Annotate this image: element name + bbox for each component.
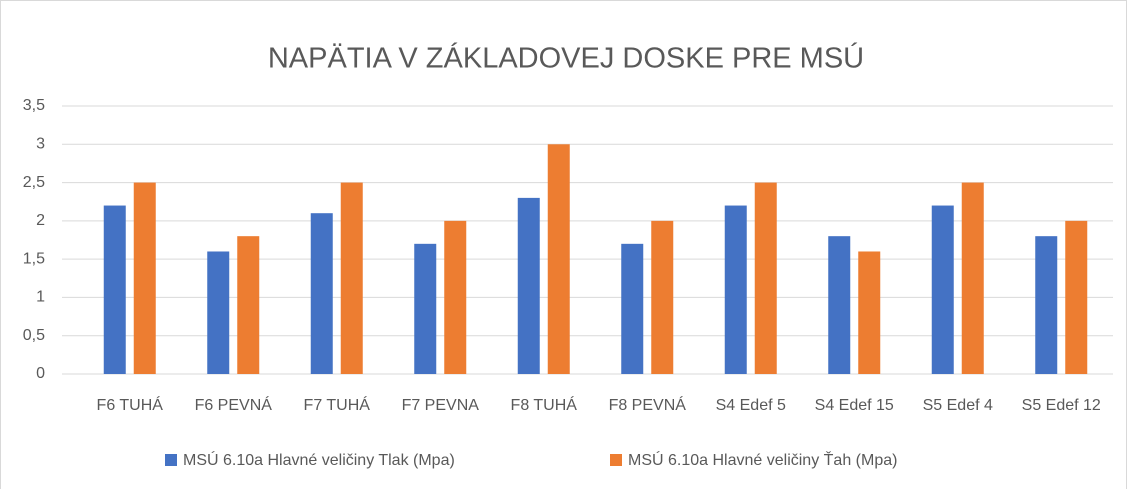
x-tick-label: F7 PEVNA <box>402 397 480 414</box>
y-tick-label: 2,5 <box>23 174 45 191</box>
bar <box>858 251 881 374</box>
y-tick-label: 3 <box>36 136 45 153</box>
x-tick-label: S5 Edef 12 <box>1022 397 1101 414</box>
legend-swatch <box>165 454 177 466</box>
bar <box>621 243 644 374</box>
x-tick-label: F8 TUHÁ <box>511 395 578 414</box>
bar <box>444 220 467 374</box>
bar <box>931 205 954 374</box>
y-tick-label: 2 <box>36 212 45 229</box>
bar <box>237 236 260 374</box>
bar <box>133 182 156 374</box>
bar <box>340 182 363 374</box>
bar <box>1065 220 1088 374</box>
bar <box>310 213 333 374</box>
x-tick-label: F8 PEVNÁ <box>609 395 687 414</box>
legend-label: MSÚ 6.10a Hlavné veličiny Ťah (Mpa) <box>628 450 897 469</box>
legend-label: MSÚ 6.10a Hlavné veličiny Tlak (Mpa) <box>183 450 455 469</box>
x-tick-label: S4 Edef 5 <box>716 397 786 414</box>
x-tick-label: F7 TUHÁ <box>304 395 371 414</box>
bar <box>1035 236 1058 374</box>
y-tick-label: 1,5 <box>23 250 45 267</box>
x-tick-label: F6 PEVNÁ <box>195 395 273 414</box>
x-tick-label: S4 Edef 15 <box>815 397 894 414</box>
bar <box>828 236 851 374</box>
chart-title: NAPÄTIA V ZÁKLADOVEJ DOSKE PRE MSÚ <box>268 42 864 75</box>
y-tick-label: 1 <box>36 289 45 306</box>
bar <box>754 182 777 374</box>
y-tick-label: 0,5 <box>23 327 45 344</box>
y-tick-label: 3,5 <box>23 97 45 114</box>
legend-swatch <box>610 454 622 466</box>
x-tick-label: S5 Edef 4 <box>923 397 993 414</box>
bar <box>103 205 126 374</box>
bar <box>961 182 984 374</box>
x-tick-label: F6 TUHÁ <box>97 395 164 414</box>
bar <box>207 251 230 374</box>
bar <box>651 220 674 374</box>
bar <box>414 243 437 374</box>
bar <box>517 197 540 374</box>
y-tick-label: 0 <box>36 365 45 382</box>
bar <box>724 205 747 374</box>
bar <box>547 144 570 374</box>
